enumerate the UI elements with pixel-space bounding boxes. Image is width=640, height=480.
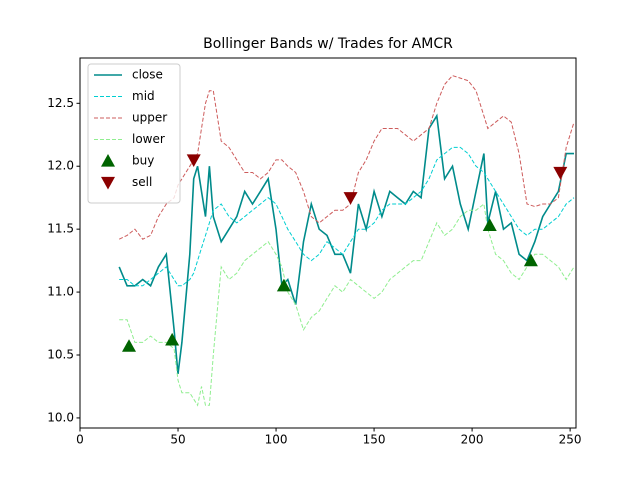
plot-frame [79, 57, 577, 429]
legend-box [87, 63, 181, 204]
x-tick-label: 250 [559, 433, 582, 447]
y-tick-label: 10.5 [47, 348, 74, 362]
series-line [119, 146, 575, 287]
x-tick-label: 200 [461, 433, 484, 447]
y-tick-label: 12.5 [47, 96, 74, 110]
legend-label: sell [132, 175, 152, 189]
legend-label: close [132, 68, 163, 82]
trade-marker [553, 166, 568, 180]
legend-label: mid [132, 89, 155, 103]
x-tick-label: 150 [363, 433, 386, 447]
y-tick-label: 11.0 [47, 285, 74, 299]
series-line [118, 75, 575, 240]
legend-marker [101, 154, 115, 167]
x-tick-label: 50 [170, 433, 185, 447]
trade-marker [482, 218, 497, 231]
trade-marker [343, 192, 358, 205]
y-tick-label: 12.0 [47, 159, 74, 173]
y-tick-label: 10.0 [47, 410, 74, 424]
x-tick-label: 0 [76, 433, 84, 447]
series-line [119, 203, 575, 407]
legend-marker [101, 176, 115, 190]
trade-marker [165, 332, 180, 346]
trade-marker [523, 253, 538, 267]
legend-label: buy [132, 154, 154, 168]
trade-marker [276, 278, 291, 292]
trade-marker [122, 339, 137, 352]
trade-marker [186, 154, 201, 167]
y-tick-label: 11.5 [47, 222, 74, 236]
legend-label: lower [132, 132, 165, 146]
x-tick-label: 100 [265, 433, 288, 447]
legend-label: upper [132, 111, 167, 125]
chart-title: Bollinger Bands w/ Trades for AMCR [203, 36, 453, 52]
